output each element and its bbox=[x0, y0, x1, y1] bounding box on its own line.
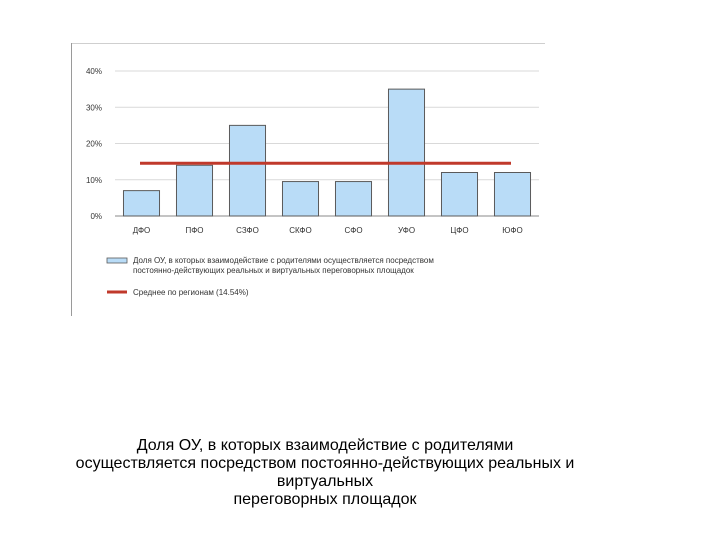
x-tick-label: СЗФО bbox=[236, 226, 259, 235]
y-tick-label: 20% bbox=[86, 140, 102, 149]
legend-series-label-line2: постоянно-действующих реальных и виртуал… bbox=[133, 266, 414, 275]
x-tick-label: УФО bbox=[398, 226, 415, 235]
caption-line-4: переговорных площадок bbox=[233, 491, 417, 508]
x-tick-label: ЦФО bbox=[450, 226, 468, 235]
y-tick-label: 0% bbox=[90, 212, 102, 221]
legend-series-swatch bbox=[106, 257, 128, 264]
slide-caption: Доля ОУ, в которых взаимодействие с роди… bbox=[20, 437, 630, 509]
panel-left-border bbox=[71, 43, 72, 316]
x-tick-label: ЮФО bbox=[502, 226, 522, 235]
legend-mean-label: Среднее по регионам (14.54%) bbox=[133, 288, 249, 297]
y-tick-label: 40% bbox=[86, 67, 102, 76]
y-tick-label: 10% bbox=[86, 176, 102, 185]
bar bbox=[281, 181, 320, 217]
bar bbox=[228, 124, 267, 217]
bar bbox=[440, 172, 479, 217]
bar-chart: 0% 10% 20% 30% 40% ДФО ПФО СЗФО СКФО СФО УФО ЦФО ЮФО bbox=[86, 67, 539, 294]
legend-series-label-line1: Доля ОУ, в которых взаимодействие с роди… bbox=[133, 256, 434, 265]
chart-panel: 0% 10% 20% 30% 40% ДФО ПФО СЗФО СКФО СФО УФО ЦФО ЮФО… bbox=[71, 43, 545, 316]
bar bbox=[493, 172, 532, 217]
bar bbox=[387, 88, 426, 217]
caption-line-2: осуществляется посредством постоянно-дей… bbox=[75, 455, 575, 472]
bar bbox=[175, 164, 214, 217]
bar bbox=[122, 190, 161, 217]
x-tick-label: ПФО bbox=[185, 226, 203, 235]
x-tick-label: ДФО bbox=[133, 226, 151, 235]
x-tick-label: СКФО bbox=[289, 226, 311, 235]
bar bbox=[334, 181, 373, 217]
y-tick-label: 30% bbox=[86, 103, 102, 112]
panel-top-border bbox=[71, 43, 545, 44]
caption-line-1: Доля ОУ, в которых взаимодействие с роди… bbox=[136, 437, 514, 454]
x-tick-label: СФО bbox=[344, 226, 362, 235]
legend-series-label: Доля ОУ, в которых взаимодействие с роди… bbox=[133, 256, 434, 276]
caption-line-3: виртуальных bbox=[276, 473, 374, 490]
